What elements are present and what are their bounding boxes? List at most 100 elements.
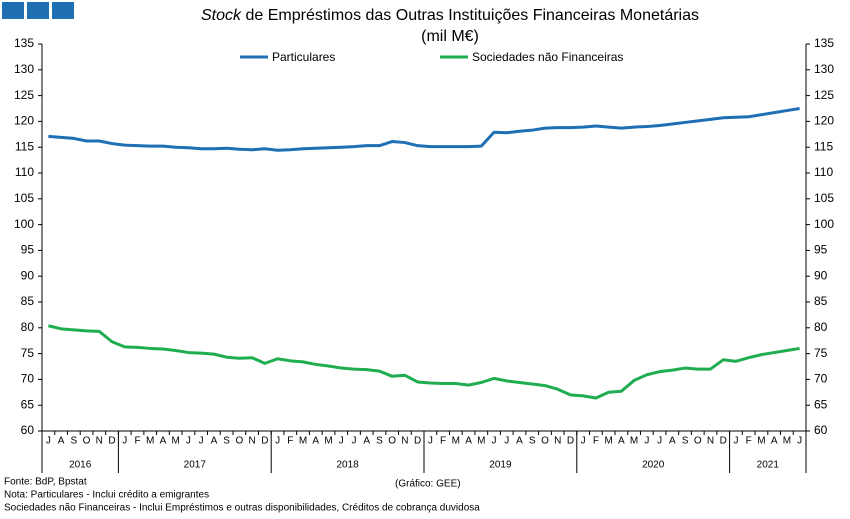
y2-tick-label: 65	[814, 397, 828, 411]
logo-square	[2, 2, 24, 19]
y2-tick-label: 60	[814, 423, 828, 437]
x-tick-label: O	[235, 436, 243, 447]
x-tick-label: J	[492, 436, 497, 447]
x-tick-label: J	[428, 436, 433, 447]
y-tick-label: 135	[14, 36, 34, 50]
x-tick-label: A	[516, 436, 523, 447]
x-tick-label: O	[541, 436, 549, 447]
x-tick-label: F	[134, 436, 140, 447]
y2-tick-label: 135	[814, 36, 834, 50]
year-label: 2021	[757, 460, 780, 471]
y2-tick-label: 80	[814, 320, 828, 334]
x-tick-label: D	[414, 436, 421, 447]
x-tick-label: A	[771, 436, 778, 447]
title-italic: Stock	[201, 7, 242, 24]
x-tick-label: A	[618, 436, 625, 447]
y-tick-label: 125	[14, 88, 34, 102]
y2-tick-label: 130	[814, 62, 834, 76]
x-tick-label: M	[172, 436, 180, 447]
x-tick-label: M	[324, 436, 332, 447]
x-tick-label: A	[465, 436, 472, 447]
legend-label: Particulares	[272, 50, 335, 64]
x-tick-label: O	[83, 436, 91, 447]
source: Fonte: BdP, Bpstat	[4, 477, 87, 488]
year-label: 2016	[69, 460, 92, 471]
x-tick-label: D	[720, 436, 727, 447]
note: Nota: Particulares - Inclui crédito a em…	[4, 490, 209, 501]
x-tick-label: F	[593, 436, 599, 447]
x-tick-label: J	[733, 436, 738, 447]
x-tick-label: F	[287, 436, 293, 447]
x-tick-label: M	[757, 436, 765, 447]
x-tick-label: N	[248, 436, 255, 447]
y-tick-label: 95	[21, 243, 35, 257]
x-tick-label: J	[644, 436, 649, 447]
y2-tick-label: 105	[814, 191, 834, 205]
x-tick-label: J	[657, 436, 662, 447]
legend-label: Sociedades não Financeiras	[472, 50, 623, 64]
y2-tick-label: 125	[814, 88, 834, 102]
y-tick-label: 90	[21, 268, 35, 282]
credit: (Gráfico: GEE)	[395, 479, 461, 490]
x-tick-label: D	[108, 436, 115, 447]
y-tick-label: 110	[15, 165, 34, 179]
x-tick-label: A	[58, 436, 65, 447]
x-tick-label: M	[452, 436, 460, 447]
x-tick-label: S	[70, 436, 77, 447]
y-tick-label: 80	[21, 320, 35, 334]
x-tick-label: M	[477, 436, 485, 447]
y-tick-label: 120	[14, 114, 34, 128]
x-tick-label: O	[388, 436, 396, 447]
x-tick-label: J	[275, 436, 280, 447]
year-label: 2019	[489, 460, 512, 471]
x-tick-label: J	[186, 436, 191, 447]
y2-tick-label: 95	[814, 243, 828, 257]
x-tick-label: N	[96, 436, 103, 447]
y2-tick-label: 110	[814, 165, 833, 179]
x-tick-label: M	[783, 436, 791, 447]
year-label: 2017	[184, 460, 207, 471]
logo-square	[52, 2, 74, 19]
chart-title: Stock de Empréstimos das Outras Institui…	[201, 7, 699, 24]
x-tick-label: A	[312, 436, 319, 447]
x-tick-label: A	[211, 436, 218, 447]
x-tick-label: S	[529, 436, 536, 447]
y2-tick-label: 115	[814, 139, 833, 153]
x-tick-label: F	[746, 436, 752, 447]
logo-square	[27, 2, 49, 19]
y-tick-label: 105	[14, 191, 34, 205]
x-tick-label: S	[376, 436, 383, 447]
x-tick-label: D	[261, 436, 268, 447]
year-label: 2020	[642, 460, 665, 471]
x-tick-label: A	[363, 436, 370, 447]
x-tick-label: J	[797, 436, 802, 447]
y2-tick-label: 70	[814, 372, 828, 386]
year-label: 2018	[336, 460, 359, 471]
x-tick-label: M	[630, 436, 638, 447]
y2-tick-label: 90	[814, 268, 828, 282]
series-line	[48, 324, 800, 400]
note: Sociedades não Financeiras - Inclui Empr…	[4, 503, 480, 514]
x-tick-label: N	[401, 436, 408, 447]
y-tick-label: 65	[21, 397, 35, 411]
x-tick-label: M	[299, 436, 307, 447]
x-tick-label: N	[554, 436, 561, 447]
y2-tick-label: 120	[814, 114, 834, 128]
chart-subtitle: (mil M€)	[421, 28, 479, 45]
y2-tick-label: 75	[814, 346, 828, 360]
x-tick-label: M	[146, 436, 154, 447]
x-tick-label: J	[46, 436, 51, 447]
y-tick-label: 75	[21, 346, 35, 360]
x-tick-label: J	[351, 436, 356, 447]
y-tick-label: 60	[21, 423, 35, 437]
x-tick-label: O	[694, 436, 702, 447]
x-tick-label: D	[567, 436, 574, 447]
x-tick-label: A	[669, 436, 676, 447]
series-line	[48, 107, 800, 152]
x-tick-label: A	[160, 436, 167, 447]
y-tick-label: 130	[14, 62, 34, 76]
x-tick-label: J	[339, 436, 344, 447]
y2-tick-label: 85	[814, 294, 828, 308]
